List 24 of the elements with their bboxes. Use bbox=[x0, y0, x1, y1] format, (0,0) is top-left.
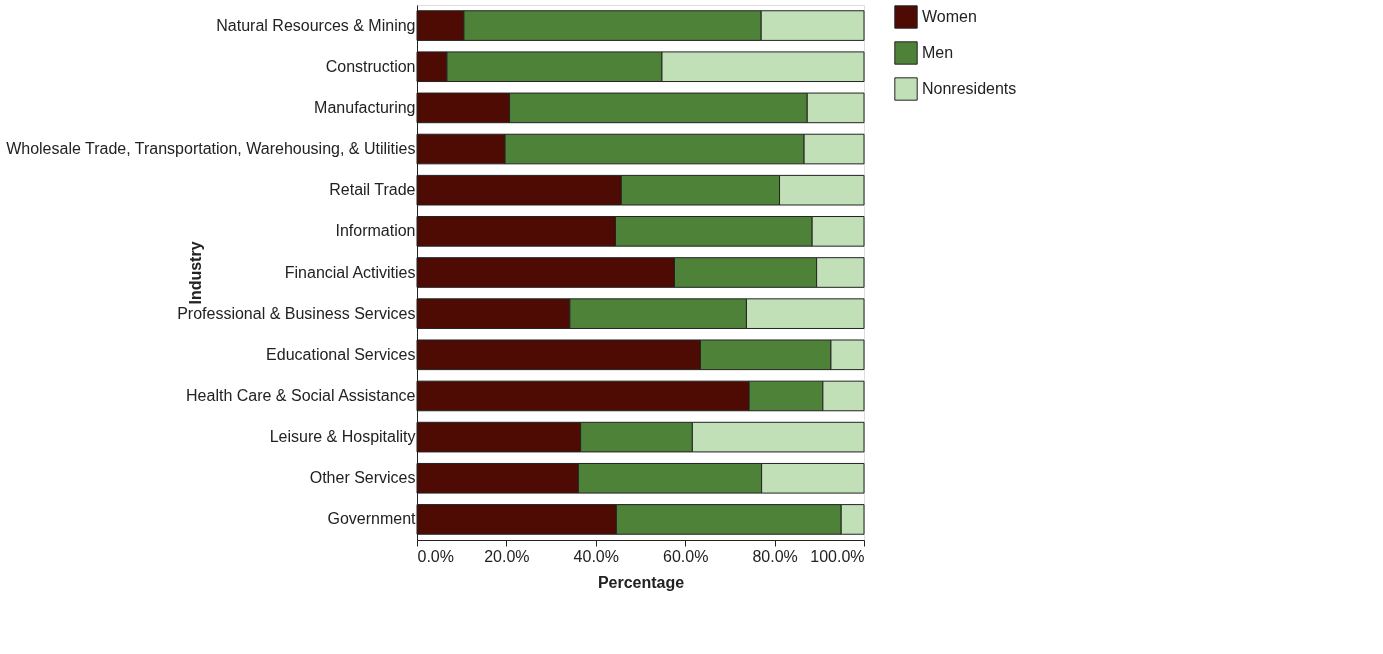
x-tick-label: 80.0% bbox=[752, 547, 798, 565]
y-tick-label: Professional & Business Services bbox=[177, 304, 416, 322]
y-tick-label: Educational Services bbox=[266, 345, 416, 363]
x-tick-label: 100.0% bbox=[810, 547, 865, 565]
x-tick-label: 0.0% bbox=[417, 547, 454, 565]
x-tick-label: 20.0% bbox=[484, 547, 530, 565]
x-tick-label: 60.0% bbox=[663, 547, 709, 565]
y-tick-label: Information bbox=[335, 222, 416, 240]
x-axis-title: Percentage bbox=[597, 573, 685, 591]
y-tick-label: Wholesale Trade, Transportation, Warehousing, & Utilities bbox=[6, 140, 416, 158]
legend-label: Nonresidents bbox=[922, 80, 1017, 97]
legend-label: Men bbox=[922, 44, 954, 61]
y-tick-label: Retail Trade bbox=[329, 181, 416, 199]
legend-label: Women bbox=[922, 8, 977, 25]
y-tick-label: Financial Activities bbox=[284, 263, 416, 281]
y-tick-label: Government bbox=[327, 510, 417, 528]
y-tick-label: Construction bbox=[325, 57, 416, 75]
y-tick-label: Other Services bbox=[309, 469, 416, 487]
y-axis-title: Industry bbox=[186, 241, 204, 305]
y-tick-label: Health Care & Social Assistance bbox=[186, 386, 416, 404]
y-tick-label: Leisure & Hospitality bbox=[269, 428, 416, 446]
y-tick-label: Manufacturing bbox=[314, 98, 416, 116]
x-tick-label: 40.0% bbox=[573, 547, 619, 565]
y-tick-label: Natural Resources & Mining bbox=[216, 16, 416, 34]
